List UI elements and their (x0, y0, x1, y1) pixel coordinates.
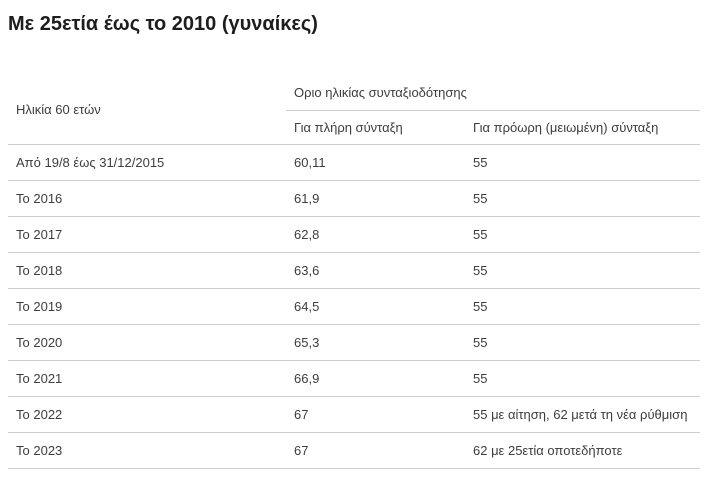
table-body: Από 19/8 έως 31/12/2015 60,11 55 Το 2016… (8, 144, 700, 469)
cell-period: Το 2021 (8, 360, 286, 397)
cell-early-pension: 62 με 25ετία οποτεδήποτε (465, 432, 700, 469)
cell-period: Το 2023 (8, 432, 286, 469)
table-row: Το 2018 63,6 55 (8, 252, 700, 289)
cell-period: Το 2020 (8, 324, 286, 361)
page-title: Με 25ετία έως το 2010 (γυναίκες) (8, 13, 318, 35)
cell-early-pension: 55 (465, 180, 700, 217)
group-header-retirement-age: Οριο ηλικίας συνταξιοδότησης (286, 75, 700, 111)
table-row: Το 2016 61,9 55 (8, 180, 700, 217)
cell-period: Το 2016 (8, 180, 286, 217)
table-row: Το 2019 64,5 55 (8, 288, 700, 325)
cell-full-pension: 60,11 (286, 144, 465, 181)
cell-period: Από 19/8 έως 31/12/2015 (8, 144, 286, 181)
table-row: Από 19/8 έως 31/12/2015 60,11 55 (8, 144, 700, 181)
pension-age-table: Ηλικία 60 ετών Οριο ηλικίας συνταξιοδότη… (8, 75, 700, 469)
cell-early-pension: 55 με αίτηση, 62 μετά τη νέα ρύθμιση (465, 396, 700, 433)
cell-early-pension: 55 (465, 144, 700, 181)
group-header-row: Ηλικία 60 ετών Οριο ηλικίας συνταξιοδότη… (8, 75, 700, 145)
table-row: Το 2017 62,8 55 (8, 216, 700, 253)
cell-early-pension: 55 (465, 288, 700, 325)
cell-early-pension: 55 (465, 216, 700, 253)
sub-header-row: Για πλήρη σύνταξη Για πρόωρη (μειωμένη) … (8, 110, 700, 145)
cell-early-pension: 55 (465, 360, 700, 397)
cell-full-pension: 63,6 (286, 252, 465, 289)
table-row: Το 2023 67 62 με 25ετία οποτεδήποτε (8, 432, 700, 469)
table-row: Το 2021 66,9 55 (8, 360, 700, 397)
cell-early-pension: 55 (465, 252, 700, 289)
table-row: Το 2022 67 55 με αίτηση, 62 μετά τη νέα … (8, 396, 700, 433)
cell-full-pension: 62,8 (286, 216, 465, 253)
cell-period: Το 2017 (8, 216, 286, 253)
cell-full-pension: 66,9 (286, 360, 465, 397)
cell-period: Το 2019 (8, 288, 286, 325)
cell-full-pension: 61,9 (286, 180, 465, 217)
cell-full-pension: 64,5 (286, 288, 465, 325)
cell-full-pension: 67 (286, 432, 465, 469)
cell-period: Το 2018 (8, 252, 286, 289)
cell-full-pension: 65,3 (286, 324, 465, 361)
column-header-full-pension: Για πλήρη σύνταξη (286, 110, 465, 145)
cell-early-pension: 55 (465, 324, 700, 361)
cell-period: Το 2022 (8, 396, 286, 433)
table-row: Το 2020 65,3 55 (8, 324, 700, 361)
table-header: Ηλικία 60 ετών Οριο ηλικίας συνταξιοδότη… (8, 75, 700, 145)
cell-full-pension: 67 (286, 396, 465, 433)
column-header-age: Ηλικία 60 ετών (8, 75, 286, 145)
article-fragment: Με 25ετία έως το 2010 (γυναίκες) Ηλικία … (8, 13, 700, 469)
column-header-early-pension: Για πρόωρη (μειωμένη) σύνταξη (465, 110, 700, 145)
